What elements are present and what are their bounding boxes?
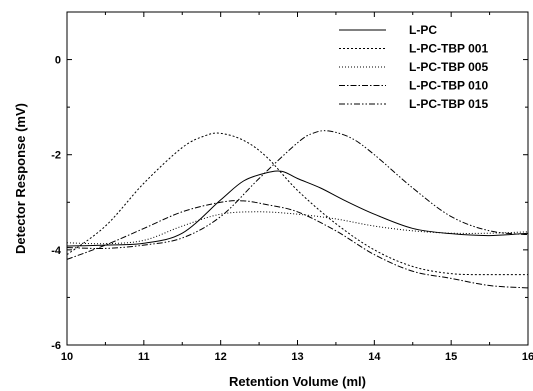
y-tick-label: 0 xyxy=(55,55,61,67)
series-line-3 xyxy=(66,211,529,245)
series-line-4 xyxy=(66,200,529,289)
x-tick-label: 11 xyxy=(138,351,150,363)
x-axis-label: Retention Volume (ml) xyxy=(229,374,366,389)
y-tick-label: -6 xyxy=(51,340,61,352)
axis-ticks: 10 11 12 13 14 15 16 -6 -4 -2 0 xyxy=(51,11,533,363)
series-line-1 xyxy=(66,170,529,247)
legend-label-5: L-PC-TBP 015 xyxy=(409,97,488,111)
series-line-5 xyxy=(66,130,529,250)
x-tick-label: 16 xyxy=(522,351,533,363)
plot-lines xyxy=(66,130,529,289)
y-tick-label: -2 xyxy=(51,150,61,162)
legend: L-PC L-PC-TBP 001 L-PC-TBP 005 L-PC-TBP 010… xyxy=(339,23,488,111)
y-tick-label: -4 xyxy=(51,245,62,257)
y-axis-label: Detector Response (mV) xyxy=(13,103,28,254)
series-line-2 xyxy=(66,132,529,276)
legend-label-1: L-PC xyxy=(409,23,437,37)
x-tick-label: 13 xyxy=(291,351,303,363)
x-tick-label: 14 xyxy=(368,351,381,363)
legend-label-4: L-PC-TBP 010 xyxy=(409,79,488,93)
legend-label-2: L-PC-TBP 001 xyxy=(409,42,488,56)
x-tick-label: 10 xyxy=(61,351,73,363)
legend-label-3: L-PC-TBP 005 xyxy=(409,60,488,74)
x-tick-label: 12 xyxy=(215,351,227,363)
x-tick-label: 15 xyxy=(445,351,457,363)
